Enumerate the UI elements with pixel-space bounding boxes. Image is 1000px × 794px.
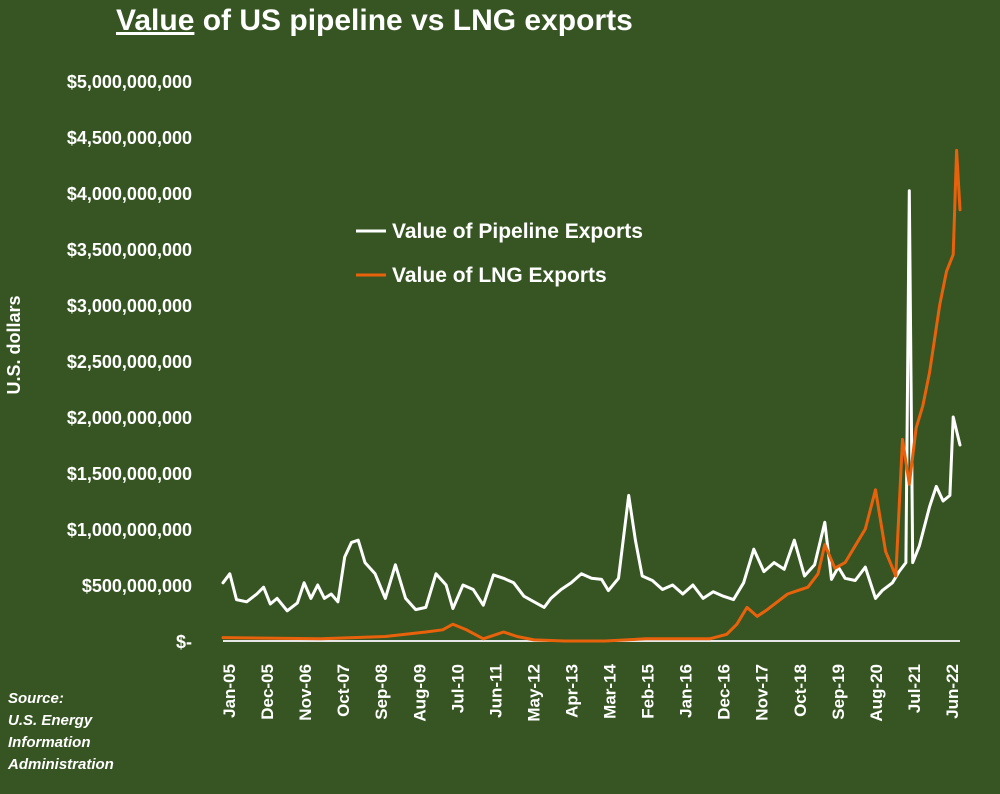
y-axis-label: U.S. dollars bbox=[4, 295, 24, 394]
y-tick-label: $2,500,000,000 bbox=[67, 352, 192, 372]
y-tick-label: $3,000,000,000 bbox=[67, 296, 192, 316]
source-line: Information bbox=[8, 734, 91, 751]
plot-lines bbox=[221, 148, 962, 643]
legend-label: Value of LNG Exports bbox=[392, 264, 607, 287]
x-tick-label: Jan-16 bbox=[677, 664, 696, 718]
source-note: Source: U.S. Energy Information Administ… bbox=[8, 688, 114, 776]
y-tick-label: $500,000,000 bbox=[82, 576, 192, 596]
x-tick-label: Mar-14 bbox=[601, 663, 620, 718]
y-tick-label: $4,500,000,000 bbox=[67, 128, 192, 148]
y-tick-label: $2,000,000,000 bbox=[67, 408, 192, 428]
x-tick-label: Nov-17 bbox=[753, 664, 772, 721]
legend: Value of Pipeline Exports Value of LNG Ex… bbox=[356, 220, 643, 287]
x-tick-label: Oct-07 bbox=[334, 664, 353, 717]
x-axis: Jan-05 Dec-05 Nov-06 Oct-07 Sep-08 Aug-09 Jul-… bbox=[220, 663, 962, 721]
x-tick-label: Sep-08 bbox=[372, 664, 391, 720]
x-tick-label: Dec-16 bbox=[715, 664, 734, 720]
x-tick-label: Feb-15 bbox=[639, 664, 658, 719]
chart-title-underlined: Value bbox=[116, 4, 195, 37]
x-tick-label: Oct-18 bbox=[791, 664, 810, 717]
y-tick-label: $- bbox=[176, 632, 192, 652]
source-line: Administration bbox=[8, 756, 114, 773]
x-tick-label: Jan-05 bbox=[220, 664, 239, 718]
x-tick-label: Dec-05 bbox=[258, 664, 277, 720]
x-tick-label: Nov-06 bbox=[296, 664, 315, 721]
legend-label: Value of Pipeline Exports bbox=[392, 220, 643, 243]
lng-exports-line bbox=[221, 148, 962, 643]
y-tick-label: $5,000,000,000 bbox=[67, 72, 192, 92]
x-tick-label: Aug-20 bbox=[867, 664, 886, 722]
x-tick-label: Jul-21 bbox=[905, 664, 924, 713]
x-tick-label: Apr-13 bbox=[562, 664, 581, 718]
y-tick-label: $1,500,000,000 bbox=[67, 464, 192, 484]
chart-title-rest: of US pipeline vs LNG exports bbox=[194, 4, 633, 37]
y-tick-label: $4,000,000,000 bbox=[67, 184, 192, 204]
x-tick-label: Sep-19 bbox=[829, 664, 848, 720]
x-tick-label: Jun-22 bbox=[943, 664, 962, 719]
y-tick-label: $1,000,000,000 bbox=[67, 520, 192, 540]
x-tick-label: May-12 bbox=[524, 664, 543, 722]
y-axis: $- $500,000,000 $1,000,000,000 $1,500,000,0… bbox=[67, 72, 192, 652]
chart-title: Value of US pipeline vs LNG exports bbox=[116, 4, 633, 38]
x-tick-label: Jun-11 bbox=[486, 664, 505, 718]
x-tick-label: Aug-09 bbox=[410, 664, 429, 722]
source-line: Source: bbox=[8, 690, 64, 707]
pipeline-exports-line bbox=[221, 189, 962, 613]
x-tick-label: Jul-10 bbox=[448, 664, 467, 713]
y-tick-label: $3,500,000,000 bbox=[67, 240, 192, 260]
source-line: U.S. Energy bbox=[8, 712, 93, 729]
